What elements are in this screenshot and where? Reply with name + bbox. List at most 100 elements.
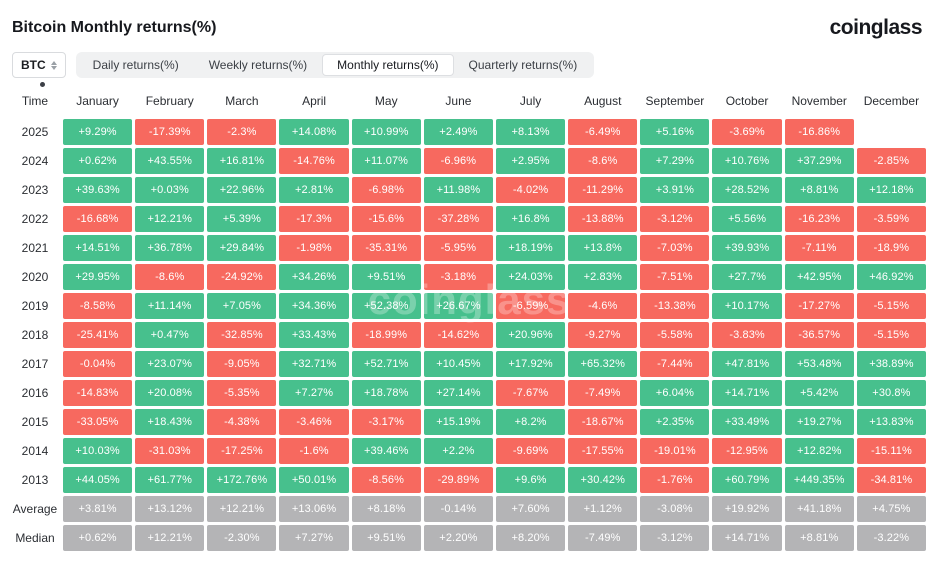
- return-cell: -31.03%: [135, 438, 205, 464]
- return-cell: -1.6%: [279, 438, 349, 464]
- return-cell: +9.51%: [351, 264, 421, 290]
- return-cell: -5.15%: [856, 293, 926, 319]
- return-cell: -5.15%: [856, 322, 926, 348]
- column-header-july: July: [519, 94, 542, 108]
- row-label-2021: 2021: [21, 241, 49, 255]
- return-cell: +52.71%: [351, 351, 421, 377]
- return-cell: +7.60%: [495, 496, 566, 522]
- return-cell: -16.68%: [63, 206, 133, 232]
- return-cell: +9.6%: [495, 467, 566, 493]
- return-cell: +10.76%: [712, 148, 782, 174]
- return-cell: -7.11%: [784, 235, 854, 261]
- return-cell: +2.81%: [279, 177, 349, 203]
- tab-daily-returns[interactable]: Daily returns(%): [78, 54, 194, 76]
- return-cell: +27.14%: [423, 380, 493, 406]
- return-cell: -19.01%: [640, 438, 710, 464]
- return-cell: +30.42%: [568, 467, 638, 493]
- tab-weekly-returns[interactable]: Weekly returns(%): [194, 54, 322, 76]
- coin-selector-label: BTC: [21, 58, 46, 72]
- return-cell: +23.07%: [135, 351, 205, 377]
- return-cell: -15.6%: [351, 206, 421, 232]
- tab-quarterly-returns[interactable]: Quarterly returns(%): [454, 54, 593, 76]
- return-cell: +9.29%: [63, 119, 133, 145]
- return-cell: +2.95%: [495, 148, 566, 174]
- return-cell: +1.12%: [568, 496, 638, 522]
- return-cell: -32.85%: [207, 322, 277, 348]
- return-cell: -8.56%: [351, 467, 421, 493]
- column-header-august: August: [584, 94, 622, 108]
- return-cell: +3.81%: [63, 496, 133, 522]
- return-cell: +12.21%: [135, 525, 205, 551]
- return-cell: -3.18%: [423, 264, 493, 290]
- coinglass-logo[interactable]: coinglass: [829, 16, 923, 39]
- return-cell: +20.96%: [495, 322, 566, 348]
- return-cell: -9.27%: [568, 322, 638, 348]
- tab-monthly-returns[interactable]: Monthly returns(%): [322, 54, 454, 76]
- return-cell: +39.63%: [63, 177, 133, 203]
- return-cell: +14.08%: [279, 119, 349, 145]
- return-cell: +8.20%: [495, 525, 566, 551]
- return-cell: +0.47%: [135, 322, 205, 348]
- return-cell: +7.05%: [207, 293, 277, 319]
- return-cell: +37.29%: [784, 148, 854, 174]
- return-cell: -17.25%: [207, 438, 277, 464]
- return-cell: +43.55%: [135, 148, 205, 174]
- row-label-2015: 2015: [21, 415, 49, 429]
- return-cell: +18.43%: [135, 409, 205, 435]
- return-cell: -5.58%: [640, 322, 710, 348]
- return-cell: +29.84%: [207, 235, 277, 261]
- return-cell: -5.35%: [207, 380, 277, 406]
- return-cell: +39.46%: [351, 438, 421, 464]
- return-cell: -3.17%: [351, 409, 421, 435]
- row-label-2023: 2023: [21, 183, 49, 197]
- return-cell: -35.31%: [351, 235, 421, 261]
- return-cell: -8.6%: [568, 148, 638, 174]
- return-cell: +24.03%: [495, 264, 566, 290]
- row-label-2018: 2018: [21, 328, 49, 342]
- return-cell: +5.56%: [712, 206, 782, 232]
- return-cell: -14.76%: [279, 148, 349, 174]
- return-cell: +8.2%: [495, 409, 566, 435]
- return-cell: +449.35%: [784, 467, 854, 493]
- return-cell: +42.95%: [784, 264, 854, 290]
- return-cell: -18.9%: [856, 235, 926, 261]
- return-cell: -6.98%: [351, 177, 421, 203]
- return-cell: -4.38%: [207, 409, 277, 435]
- coin-selector[interactable]: BTC: [12, 52, 66, 78]
- column-header-october: October: [725, 94, 769, 108]
- return-cell: -14.83%: [63, 380, 133, 406]
- return-cell: +13.83%: [856, 409, 926, 435]
- return-cell: +172.76%: [207, 467, 277, 493]
- row-label-2019: 2019: [21, 299, 49, 313]
- return-cell: -25.41%: [63, 322, 133, 348]
- return-cell: -1.76%: [640, 467, 710, 493]
- return-cell: +61.77%: [135, 467, 205, 493]
- return-cell: -17.3%: [279, 206, 349, 232]
- return-cell: -7.49%: [568, 380, 638, 406]
- return-cell: +2.20%: [423, 525, 493, 551]
- return-cell: +65.32%: [568, 351, 638, 377]
- return-cell: +47.81%: [712, 351, 782, 377]
- page-title: Bitcoin Monthly returns(%): [12, 19, 217, 36]
- row-label-average: Average: [12, 502, 58, 516]
- return-cell: -8.58%: [63, 293, 133, 319]
- return-cell: +9.51%: [351, 525, 421, 551]
- return-cell: +0.62%: [63, 525, 133, 551]
- return-cell: +5.42%: [784, 380, 854, 406]
- return-cell: +8.81%: [784, 525, 854, 551]
- return-cell: -0.04%: [63, 351, 133, 377]
- return-cell: -15.11%: [856, 438, 926, 464]
- return-cell: -2.30%: [207, 525, 277, 551]
- controls-row: BTC Daily returns(%) Weekly returns(%) Mon…: [10, 50, 926, 88]
- return-cell: +7.27%: [279, 380, 349, 406]
- return-cell: +36.78%: [135, 235, 205, 261]
- return-cell: +19.92%: [712, 496, 782, 522]
- coinglass-returns-page: Bitcoin Monthly returns(%) coinglass BTC…: [10, 16, 926, 551]
- return-cell: -12.95%: [712, 438, 782, 464]
- return-cell: +5.39%: [207, 206, 277, 232]
- return-cell: +44.05%: [63, 467, 133, 493]
- return-cell: -3.46%: [279, 409, 349, 435]
- return-cell: +7.27%: [279, 525, 349, 551]
- return-cell: -6.49%: [568, 119, 638, 145]
- return-cell: -24.92%: [207, 264, 277, 290]
